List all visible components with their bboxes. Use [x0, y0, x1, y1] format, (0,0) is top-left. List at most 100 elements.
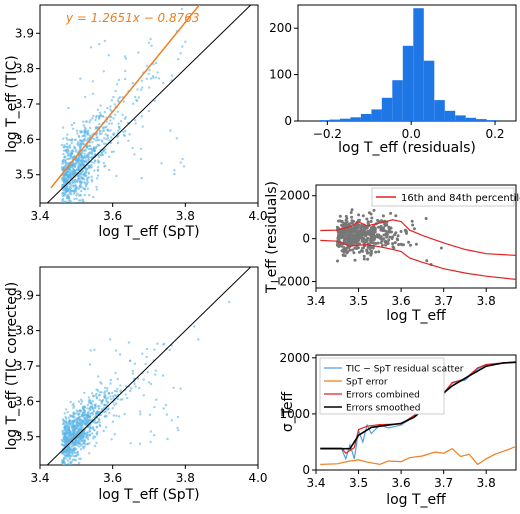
legend-label: SpT error [346, 378, 388, 388]
scatter-point [168, 348, 171, 352]
scatter-point [118, 353, 122, 356]
scatter-point [64, 192, 67, 195]
scatter-point [73, 211, 75, 213]
scatter-point [131, 146, 134, 150]
scatter-point [69, 232, 71, 234]
scatter-point [351, 233, 354, 237]
scatter-point [103, 142, 106, 145]
scatter-point [122, 100, 126, 103]
scatter-point [136, 88, 139, 91]
scatter-point [103, 410, 106, 413]
scatter-point [114, 113, 117, 117]
y-tick-label: 0 [284, 114, 292, 128]
scatter-point [116, 110, 120, 114]
histogram-bar [486, 120, 498, 121]
scatter-point [64, 164, 67, 167]
scatter-point [395, 237, 399, 241]
scatter-point [68, 457, 72, 461]
scatter-point [74, 138, 77, 142]
scatter-point [407, 240, 411, 244]
scatter-point [73, 189, 77, 192]
scatter-point [79, 146, 82, 150]
scatter-point [97, 166, 100, 169]
scatter-point [89, 424, 92, 427]
histogram-bar [444, 110, 456, 121]
scatter-point [61, 211, 63, 213]
scatter-point [61, 439, 64, 442]
scatter-point [82, 421, 86, 424]
scatter-point [63, 438, 66, 441]
histogram-bar [339, 118, 351, 121]
scatter-point [61, 219, 63, 221]
scatter-point [65, 209, 67, 211]
scatter-point [82, 445, 85, 448]
scatter-point [141, 86, 144, 89]
scatter-point [104, 151, 107, 154]
scatter-point [61, 489, 63, 491]
scatter-point [372, 234, 376, 238]
scatter-point [85, 414, 88, 417]
scatter-point [77, 167, 80, 171]
scatter-point [138, 386, 141, 390]
scatter-point [358, 218, 361, 222]
scatter-point [80, 189, 83, 193]
scatter-point [80, 400, 84, 403]
scatter-point [357, 213, 361, 217]
x-tick-label: 0.0 [402, 127, 421, 141]
scatter-point [66, 459, 70, 462]
scatter-point [358, 250, 361, 254]
scatter-point [169, 129, 172, 132]
scatter-point [399, 230, 403, 233]
scatter-point [396, 234, 400, 238]
scatter-point [66, 455, 70, 458]
scatter-point [129, 442, 132, 445]
scatter-point [64, 218, 66, 220]
scatter-point [142, 378, 145, 381]
scatter-point [121, 398, 124, 401]
scatter-point [100, 132, 103, 135]
scatter-point [85, 434, 88, 437]
scatter-point [114, 402, 118, 405]
histogram-bars [319, 8, 498, 122]
scatter-point [77, 140, 80, 144]
scatter-point [338, 214, 342, 218]
scatter-point [109, 141, 113, 145]
histogram-bar [465, 117, 477, 121]
scatter-point [77, 134, 81, 138]
scatter-point [68, 144, 72, 147]
scatter-point [83, 181, 86, 184]
y-tick-label: 3.5 [15, 168, 34, 182]
scatter-point [69, 175, 73, 178]
x-tick-label: 3.5 [349, 476, 368, 490]
scatter-point [371, 241, 375, 245]
scatter-point [94, 139, 98, 142]
scatter-point [137, 96, 140, 99]
scatter-point [179, 161, 182, 164]
scatter-point [96, 159, 100, 162]
scatter-point [87, 396, 91, 399]
scatter-point [113, 403, 116, 407]
scatter-point [62, 209, 64, 211]
scatter-point [346, 250, 350, 254]
scatter-point [177, 58, 180, 61]
scatter-point [113, 132, 116, 135]
scatter-point [62, 457, 66, 461]
scatter-point [362, 254, 366, 258]
scatter-point [62, 469, 64, 471]
scatter-point [370, 231, 374, 235]
scatter-point [79, 138, 82, 142]
scatter-point [70, 123, 74, 127]
scatter-point [86, 403, 90, 407]
y-tick-label: 3.9 [15, 288, 34, 302]
scatter-point [94, 146, 98, 150]
scatter-point [82, 441, 86, 444]
scatter-point [369, 245, 372, 249]
scatter-point [72, 454, 75, 457]
scatter-point [109, 395, 112, 398]
scatter-point [389, 211, 393, 215]
scatter-point [105, 426, 108, 429]
tick-layer: 3.4 3.5 3.6 3.7 3.8 −2000 0 2000 [269, 189, 495, 308]
scatter-point [66, 431, 69, 434]
scatter-point [139, 413, 142, 416]
scatter-point [145, 347, 149, 351]
